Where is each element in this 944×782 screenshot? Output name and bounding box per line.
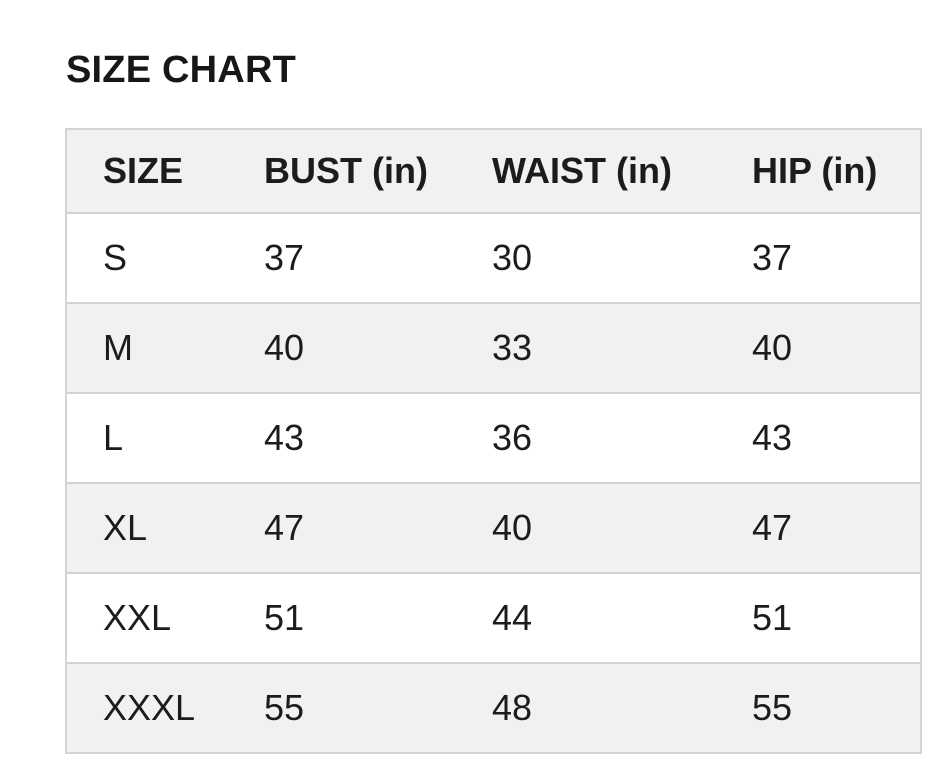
size-chart-table: SIZE BUST (in) WAIST (in) HIP (in) S 37 … (65, 128, 922, 754)
table-row-xxl: XXL 51 44 51 (66, 573, 921, 664)
cell-bust: 40 (228, 303, 456, 394)
cell-size: S (66, 213, 228, 304)
table-body: S 37 30 37 M 40 33 40 L 43 36 43 XL 47 4… (66, 213, 921, 753)
table-row-xl: XL 47 40 47 (66, 483, 921, 574)
cell-size: XXL (66, 573, 228, 664)
cell-bust: 51 (228, 573, 456, 664)
cell-waist: 33 (456, 303, 716, 394)
cell-hip: 55 (716, 663, 921, 753)
cell-bust: 37 (228, 213, 456, 304)
cell-bust: 47 (228, 483, 456, 574)
cell-size: M (66, 303, 228, 394)
table-row-xxxl: XXXL 55 48 55 (66, 663, 921, 753)
column-header-waist: WAIST (in) (456, 129, 716, 214)
table-row-m: M 40 33 40 (66, 303, 921, 394)
column-header-size: SIZE (66, 129, 228, 214)
cell-waist: 40 (456, 483, 716, 574)
table-header: SIZE BUST (in) WAIST (in) HIP (in) (66, 129, 921, 214)
table-row-l: L 43 36 43 (66, 393, 921, 484)
table-row-s: S 37 30 37 (66, 213, 921, 304)
cell-waist: 48 (456, 663, 716, 753)
cell-hip: 43 (716, 393, 921, 484)
column-header-hip: HIP (in) (716, 129, 921, 214)
cell-hip: 40 (716, 303, 921, 394)
page-title: SIZE CHART (66, 49, 296, 91)
cell-hip: 37 (716, 213, 921, 304)
cell-hip: 47 (716, 483, 921, 574)
cell-size: L (66, 393, 228, 484)
cell-size: XXXL (66, 663, 228, 753)
cell-waist: 44 (456, 573, 716, 664)
cell-bust: 55 (228, 663, 456, 753)
cell-hip: 51 (716, 573, 921, 664)
cell-bust: 43 (228, 393, 456, 484)
cell-waist: 30 (456, 213, 716, 304)
column-header-bust: BUST (in) (228, 129, 456, 214)
cell-size: XL (66, 483, 228, 574)
header-row: SIZE BUST (in) WAIST (in) HIP (in) (66, 129, 921, 214)
cell-waist: 36 (456, 393, 716, 484)
